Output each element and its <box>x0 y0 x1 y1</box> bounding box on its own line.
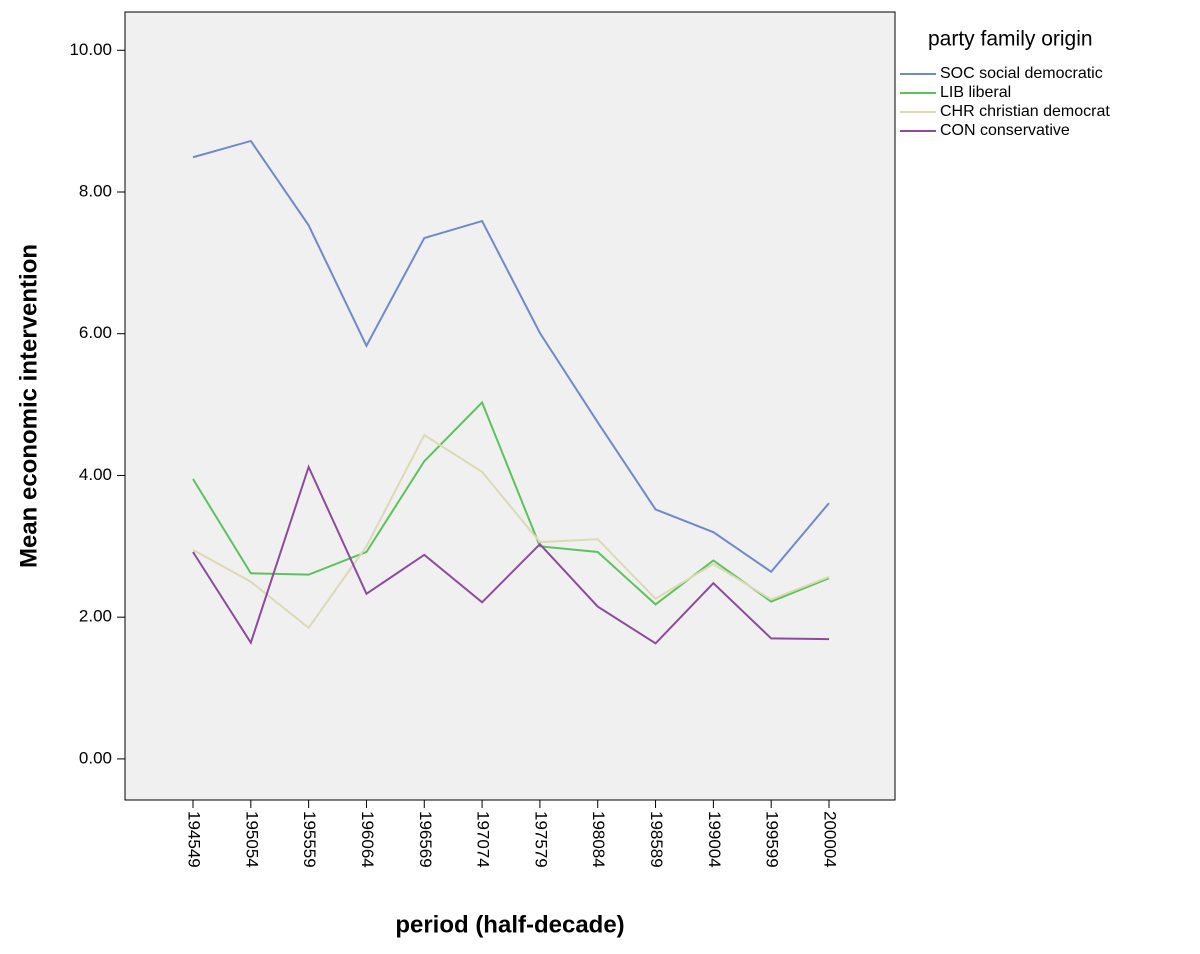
series-line <box>192 433 830 630</box>
x-tick-label: 198084 <box>589 811 608 868</box>
legend-label: SOC social democratic <box>940 65 1103 82</box>
legend-title: party family origin <box>928 28 1093 51</box>
x-tick-label: 197074 <box>474 811 493 868</box>
y-tick-label: 6.00 <box>79 323 112 342</box>
legend-label: CHR christian democrat <box>940 103 1110 120</box>
x-axis-label: period (half-decade) <box>395 911 624 938</box>
x-tick-label: 199004 <box>705 811 724 868</box>
x-tick-label: 196064 <box>358 811 377 868</box>
y-tick-label: 10.00 <box>69 40 112 59</box>
series-line <box>192 400 830 606</box>
x-tick-label: 195559 <box>300 811 319 868</box>
plot-area <box>124 11 896 801</box>
x-tick-label: 195054 <box>242 811 261 868</box>
y-tick-label: 2.00 <box>79 607 112 626</box>
series-line <box>192 139 830 574</box>
x-tick-label: 194549 <box>185 811 204 868</box>
legend-label: CON conservative <box>940 122 1070 139</box>
y-axis-label: Mean economic intervention <box>15 244 42 568</box>
y-tick-label: 0.00 <box>79 748 112 767</box>
series-line <box>192 464 830 645</box>
legend-label: LIB liberal <box>940 84 1011 101</box>
x-tick-label: 199599 <box>763 811 782 868</box>
x-tick-label: 196569 <box>416 811 435 868</box>
x-tick-label: 198589 <box>647 811 666 868</box>
x-tick-label: 197579 <box>531 811 550 868</box>
x-tick-label: 200004 <box>821 811 840 868</box>
y-tick-label: 8.00 <box>79 181 112 200</box>
y-tick-label: 4.00 <box>79 465 112 484</box>
